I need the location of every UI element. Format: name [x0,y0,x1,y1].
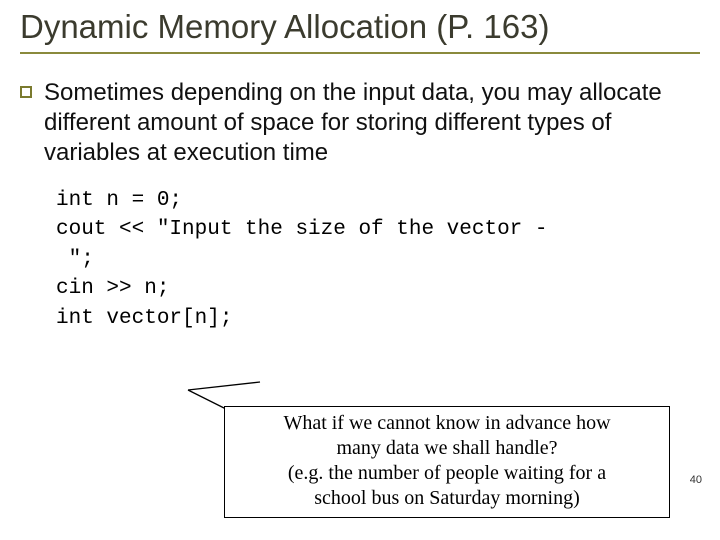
code-line: cin >> n; [56,277,169,300]
slide-container: Dynamic Memory Allocation (P. 163) Somet… [0,0,720,540]
code-line: int vector[n]; [56,307,232,330]
callout-line: (e.g. the number of people waiting for a [231,461,663,486]
slide-title: Dynamic Memory Allocation (P. 163) [20,8,700,54]
page-number: 40 [690,474,702,486]
square-bullet-icon [20,86,32,98]
code-block: int n = 0; cout << "Input the size of th… [56,186,700,333]
code-line: "; [56,248,94,271]
callout-line: What if we cannot know in advance how [231,411,663,436]
callout-line: school bus on Saturday morning) [231,486,663,511]
code-line: cout << "Input the size of the vector - [56,218,547,241]
bullet-row: Sometimes depending on the input data, y… [20,78,700,168]
code-line: int n = 0; [56,189,182,212]
callout-line: many data we shall handle? [231,436,663,461]
bullet-text: Sometimes depending on the input data, y… [44,78,700,168]
callout-box: What if we cannot know in advance how ma… [224,406,670,518]
